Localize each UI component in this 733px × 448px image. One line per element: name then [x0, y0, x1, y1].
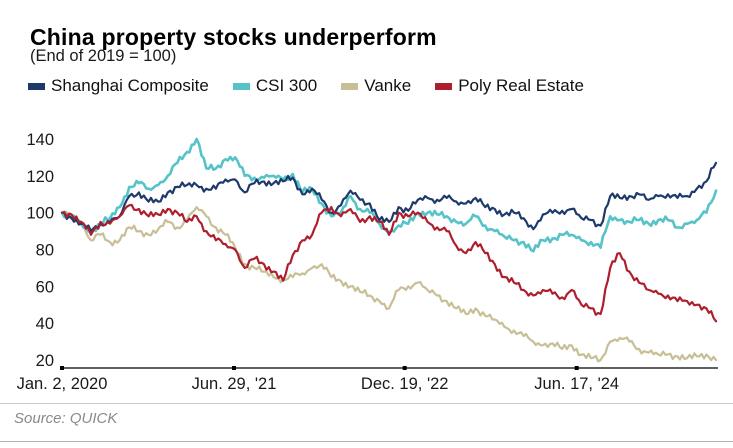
x-tick-dot	[574, 366, 579, 370]
divider-bottom	[0, 441, 733, 442]
x-tick-dot	[402, 366, 407, 370]
x-tick-label: Jun. 17, '24	[534, 375, 619, 393]
y-tick-label: 20	[36, 352, 54, 370]
x-tick-dot	[232, 366, 237, 370]
y-tick-label: 120	[26, 168, 54, 186]
y-tick-label: 80	[36, 242, 54, 260]
y-tick-label: 60	[36, 278, 54, 296]
series-line-vanke	[60, 206, 718, 363]
legend-label: Shanghai Composite	[51, 76, 209, 95]
y-tick-label: 100	[26, 205, 54, 223]
series-line-shanghai-composite	[60, 161, 718, 233]
legend-swatch-icon	[28, 82, 45, 90]
legend-label: CSI 300	[255, 76, 318, 95]
y-tick-label: 40	[36, 315, 54, 333]
source-label: Source: QUICK	[14, 410, 118, 427]
legend-swatch-icon	[341, 82, 359, 90]
legend: Shanghai Composite CSI 300 Vanke Poly Real …	[28, 76, 584, 96]
legend-swatch-icon	[435, 82, 453, 90]
chart-title: China property stocks underperform	[30, 24, 437, 51]
line-chart: 140 120 100 80 60 40 20 Jan. 2, 2020 Jun. 29, '2…	[17, 131, 718, 393]
legend-item-shanghai-composite: Shanghai Composite	[28, 76, 209, 96]
y-tick-label: 140	[26, 131, 54, 149]
legend-label: Vanke	[364, 76, 412, 95]
x-tick-dot	[60, 366, 64, 370]
legend-swatch-icon	[232, 82, 250, 90]
legend-item-poly-real-estate: Poly Real Estate	[435, 76, 584, 96]
divider-top	[0, 403, 733, 404]
x-tick-label: Jun. 29, '21	[192, 375, 277, 393]
legend-item-csi-300: CSI 300	[232, 76, 318, 96]
legend-item-vanke: Vanke	[341, 76, 411, 96]
chart-subtitle: (End of 2019 = 100)	[30, 47, 177, 65]
x-tick-label: Jan. 2, 2020	[17, 375, 108, 393]
x-tick-label: Dec. 19, '22	[361, 375, 449, 393]
series-line-poly-real-estate	[60, 203, 718, 323]
legend-label: Poly Real Estate	[458, 76, 584, 95]
